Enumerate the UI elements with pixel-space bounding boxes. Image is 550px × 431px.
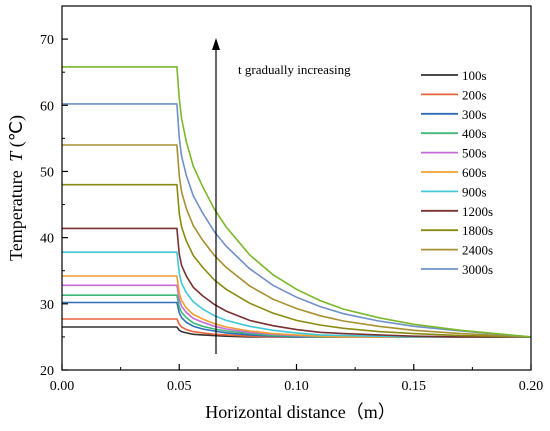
legend-label-3000s: 3000s [462,262,493,277]
plot-frame [61,5,532,371]
series-line-3000s [62,103,532,338]
legend-label-1200s: 1200s [462,204,493,219]
series-line-900s [62,251,531,338]
legend: 100s 200s 300s 400s 500s 600s 900s 1200s 1800s 24… [421,68,493,277]
series-line-2400s [62,144,532,338]
y-axis-title-symbol: T [6,150,26,162]
legend-label-200s: 200s [462,87,487,102]
legend-label-100s: 100s [462,68,487,83]
y-axis-title-text: Temperature [6,170,26,261]
legend-label-1800s: 1800s [462,223,493,238]
y-tick-label: 20 [40,364,54,379]
legend-label-500s: 500s [462,146,487,161]
series-lines [62,66,532,338]
annotation-label: t gradually increasing [238,62,351,77]
y-tick-label: 70 [40,33,54,48]
axis-ticks: 0.00 0.05 0.10 0.15 0.20 20 30 40 50 60 70 [40,33,543,394]
y-axis-title-unit: (℃) [6,115,27,147]
legend-label-300s: 300s [462,107,487,122]
series-line-1800s [62,183,532,338]
legend-label-2400s: 2400s [462,243,493,258]
arrow-head [212,38,220,50]
x-tick-label: 0.20 [519,379,544,394]
annotation-group: t gradually increasing [212,38,351,354]
series-line-top-11 [62,66,532,338]
y-tick-label: 60 [40,99,54,114]
y-tick-label: 50 [40,165,54,180]
legend-label-400s: 400s [462,126,487,141]
x-tick-label: 0.05 [167,379,192,394]
y-axis-title: Temperature T (℃) [6,115,27,261]
y-tick-label: 30 [40,298,54,313]
series-line-1200s [62,227,531,338]
x-tick-label: 0.00 [50,379,75,394]
x-axis-title: Horizontal distance（m） [205,402,395,422]
legend-label-900s: 900s [462,184,487,199]
x-tick-label: 0.10 [284,379,309,394]
y-tick-label: 40 [40,232,54,247]
legend-label-600s: 600s [462,165,487,180]
x-tick-label: 0.15 [402,379,427,394]
